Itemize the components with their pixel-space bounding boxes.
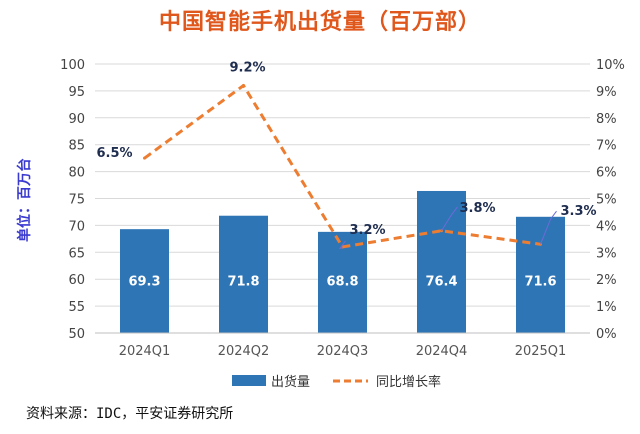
y2-tick-label: 4%	[596, 219, 617, 234]
y2-tick-label: 5%	[596, 193, 617, 208]
y-tick-label: 70	[68, 219, 85, 234]
y2-tick-label: 8%	[596, 112, 617, 127]
line-value-label: 3.8%	[460, 201, 496, 216]
x-tick-label: 2024Q2	[218, 344, 270, 359]
y-tick-label: 90	[68, 112, 85, 127]
label-leader	[540, 210, 557, 245]
bar-value-label: 69.3	[128, 275, 160, 290]
bar-value-label: 76.4	[425, 275, 457, 290]
y-tick-label: 60	[68, 273, 85, 288]
y2-tick-label: 7%	[596, 139, 617, 154]
y2-tick-label: 6%	[596, 166, 617, 181]
y-tick-label: 95	[68, 85, 85, 100]
y-tick-label: 75	[68, 193, 85, 208]
bar-value-label: 71.8	[227, 275, 259, 290]
y-tick-label: 100	[60, 58, 85, 73]
bar	[219, 215, 268, 333]
label-leader	[441, 206, 458, 232]
growth-point	[143, 156, 146, 160]
growth-line	[143, 84, 541, 249]
y-tick-label: 65	[68, 246, 85, 261]
growth-point	[242, 84, 245, 88]
y2-tick-label: 0%	[596, 327, 617, 342]
bar	[318, 231, 367, 333]
x-tick-label: 2024Q3	[317, 344, 369, 359]
legend-line-label: 同比增长率	[376, 374, 441, 390]
y-tick-label: 80	[68, 166, 85, 181]
source-note: 资料来源：IDC，平安证券研究所	[26, 406, 234, 422]
bar	[417, 190, 466, 333]
y-tick-label: 85	[68, 139, 85, 154]
y2-tick-label: 9%	[596, 85, 617, 100]
x-tick-label: 2024Q1	[119, 344, 171, 359]
legend-bar-label: 出货量	[271, 374, 310, 390]
y-tick-label: 55	[68, 300, 85, 315]
y2-tick-label: 1%	[596, 300, 617, 315]
bar-value-label: 68.8	[326, 275, 358, 290]
bar	[120, 229, 169, 333]
y2-tick-label: 3%	[596, 246, 617, 261]
x-tick-label: 2025Q1	[515, 344, 567, 359]
line-value-label: 6.5%	[97, 146, 133, 161]
x-tick-label: 2024Q4	[416, 344, 468, 359]
y-tick-label: 50	[68, 327, 85, 342]
y2-tick-label: 10%	[596, 58, 625, 73]
legend-bar-swatch	[232, 375, 266, 386]
line-value-label: 3.2%	[350, 223, 386, 238]
bar	[516, 216, 565, 333]
line-value-label: 3.3%	[561, 204, 597, 219]
chart-title: 中国智能手机出货量（百万部）	[158, 10, 481, 35]
bar-value-label: 71.6	[524, 275, 556, 290]
y2-tick-label: 2%	[596, 273, 617, 288]
label-leader	[339, 240, 346, 250]
line-value-label: 9.2%	[230, 61, 266, 76]
